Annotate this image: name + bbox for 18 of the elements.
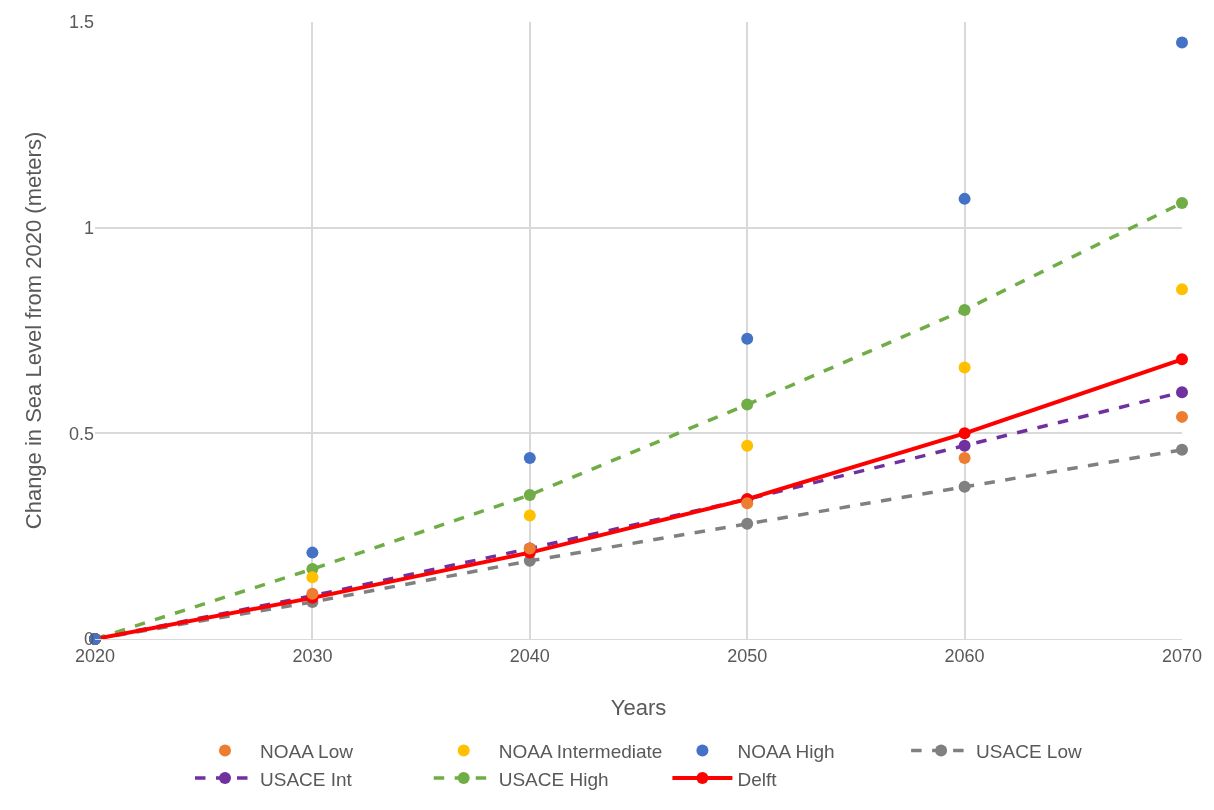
legend-label: Delft (737, 768, 778, 790)
y-tick-label: 0.5 (68, 423, 94, 444)
x-tick-label: 2020 (74, 645, 116, 666)
x-axis-title: Years (610, 695, 667, 720)
legend-label: NOAA High (737, 740, 835, 762)
x-tick-label: 2030 (292, 645, 333, 666)
legend-label: USACE High (498, 768, 609, 790)
x-tick-label: 2070 (1161, 645, 1203, 666)
x-tick-label: 2050 (727, 645, 768, 666)
y-tick-label: 1 (83, 217, 94, 238)
y-tick-label: 1.5 (68, 12, 94, 33)
legend-label: USACE Low (976, 740, 1082, 762)
y-axis-title: Change in Sea Level from 2020 (meters) (21, 131, 46, 530)
legend-label: NOAA Intermediate (498, 740, 663, 762)
legend-label: NOAA Low (260, 740, 354, 762)
x-tick-label: 2060 (944, 645, 985, 666)
x-tick-label: 2040 (509, 645, 550, 666)
legend-label: USACE Int (260, 768, 353, 790)
